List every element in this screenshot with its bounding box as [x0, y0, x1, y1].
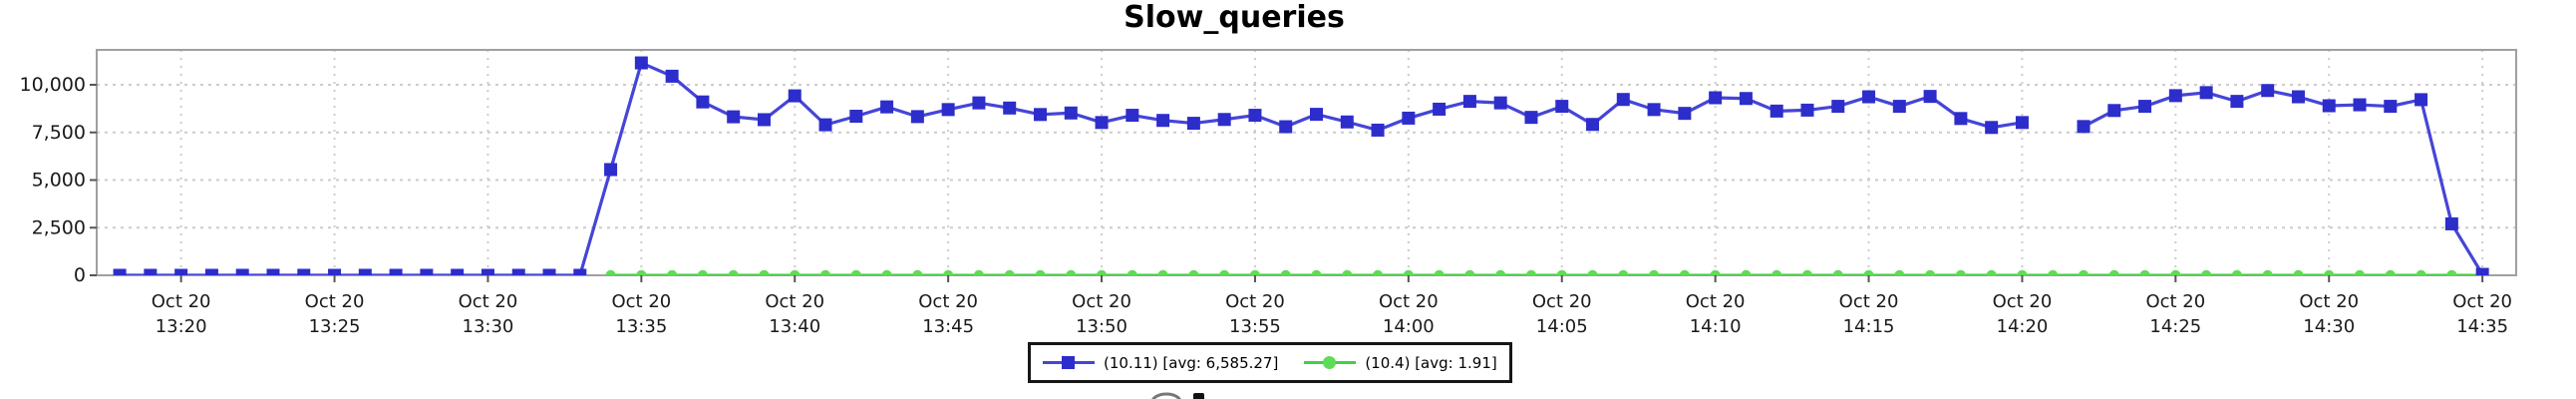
- green-circle-marker-icon: [1304, 355, 1357, 370]
- x-axis-tick-time: 14:00: [1383, 316, 1435, 337]
- x-axis-tick-date: Oct 20: [1532, 291, 1592, 312]
- x-axis-tick-time: 13:45: [922, 316, 974, 337]
- y-axis-tick-label: 5,000: [32, 170, 86, 192]
- x-axis-tick-date: Oct 20: [765, 291, 824, 312]
- x-axis-tick-date: Oct 20: [1072, 291, 1131, 312]
- chart-title: Slow_queries: [1124, 0, 1345, 35]
- y-axis-tick-label: 10,000: [20, 74, 86, 96]
- y-axis-tick-label: 2,500: [32, 216, 86, 238]
- x-axis-tick-time: 13:40: [769, 316, 820, 337]
- x-axis-tick-time: 14:20: [1997, 316, 2049, 337]
- next-chart-title-fragment: [1151, 392, 1204, 399]
- x-axis-tick-date: Oct 20: [1839, 291, 1899, 312]
- x-axis-tick-date: Oct 20: [459, 291, 518, 312]
- grid-lines: [97, 50, 2516, 275]
- x-axis-tick-time: 14:35: [2456, 316, 2508, 337]
- x-axis-tick-date: Oct 20: [611, 291, 671, 312]
- y-axis-tick-label: 7,500: [32, 122, 86, 144]
- series-10-11: [113, 56, 2489, 275]
- axis-labels: Oct 20 13:20 Oct 20 13:25 Oct 20 13:30 Oct 20 1…: [20, 74, 2513, 337]
- x-axis-tick-date: Oct 20: [152, 291, 211, 312]
- legend-item-10-4: (10.4) [avg: 1.91]: [1304, 353, 1497, 372]
- x-axis-tick-time: 13:50: [1076, 316, 1127, 337]
- legend: (10.11) [avg: 6,585.27] (10.4) [avg: 1.9…: [1028, 342, 1512, 383]
- x-axis-tick-time: 13:55: [1229, 316, 1281, 337]
- legend-item-10-11: (10.11) [avg: 6,585.27]: [1043, 354, 1278, 372]
- x-axis-tick-time: 13:25: [309, 316, 361, 337]
- x-axis-tick-time: 13:20: [156, 316, 207, 337]
- x-axis-tick-time: 14:25: [2149, 316, 2201, 337]
- x-axis-tick-date: Oct 20: [2299, 291, 2359, 312]
- series-10-4: [605, 269, 2488, 275]
- x-axis-tick-time: 14:15: [1843, 316, 1895, 337]
- x-axis-tick-date: Oct 20: [2452, 291, 2512, 312]
- plot-border: [96, 49, 2517, 276]
- x-axis-tick-time: 14:30: [2303, 316, 2355, 337]
- x-axis-tick-time: 14:05: [1536, 316, 1588, 337]
- x-axis-tick-date: Oct 20: [305, 291, 365, 312]
- x-axis-tick-time: 14:10: [1690, 316, 1742, 337]
- blue-square-marker-icon: [1043, 355, 1095, 370]
- y-axis-tick-label: 0: [74, 264, 86, 286]
- x-axis-tick-date: Oct 20: [2145, 291, 2205, 312]
- x-axis-tick-time: 13:30: [463, 316, 514, 337]
- x-axis-tick-date: Oct 20: [1686, 291, 1746, 312]
- x-axis-tick-time: 13:35: [615, 316, 667, 337]
- x-axis-tick-date: Oct 20: [1379, 291, 1439, 312]
- x-axis-tick-date: Oct 20: [1993, 291, 2053, 312]
- x-axis-tick-date: Oct 20: [1225, 291, 1285, 312]
- x-axis-tick-date: Oct 20: [918, 291, 978, 312]
- legend-label-10-4: (10.4) [avg: 1.91]: [1365, 353, 1497, 372]
- legend-label-10-11: (10.11) [avg: 6,585.27]: [1104, 353, 1279, 372]
